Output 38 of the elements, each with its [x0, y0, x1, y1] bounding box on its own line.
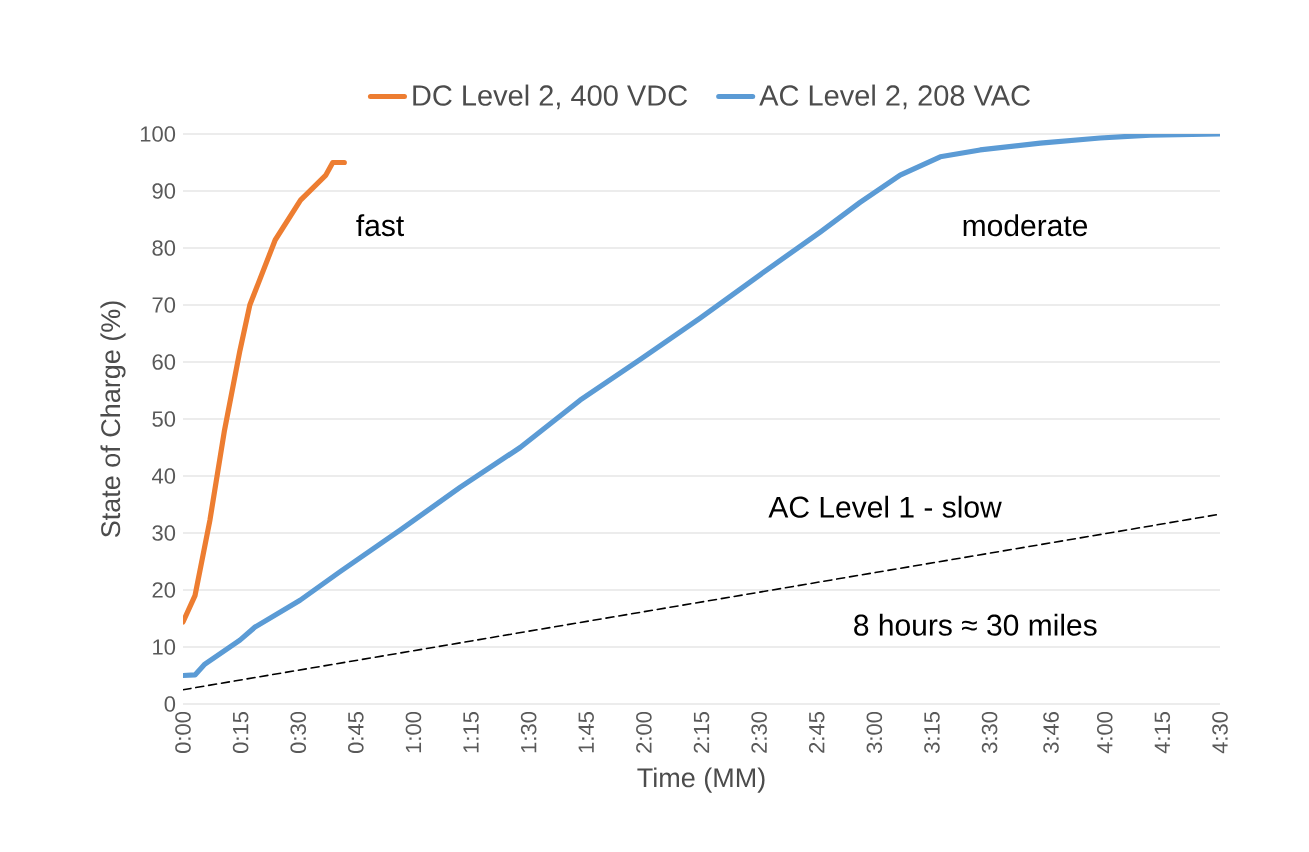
x-tick-label: 3:00	[866, 711, 883, 754]
legend-label: DC Level 2, 400 VDC	[413, 84, 688, 110]
x-tick-label: 0:30	[290, 711, 307, 753]
x-tick-label: 3:30	[981, 711, 998, 754]
x-tick-label: 0:45	[348, 711, 364, 753]
y-tick-label: 90	[152, 183, 176, 199]
y-tick-label: 50	[152, 411, 176, 427]
x-tick-label: 1:30	[520, 711, 537, 753]
x-tick-label: 1:45	[578, 711, 594, 753]
x-tick-label: 4:00	[1096, 711, 1113, 754]
y-axis-title: State of Charge (%)	[100, 301, 126, 538]
annotation: fast	[356, 214, 404, 237]
x-tick-label: 3:46	[1043, 712, 1059, 754]
x-tick-label: 3:15	[924, 711, 940, 754]
y-tick-label: 40	[151, 468, 176, 484]
x-tick-label: 0:15	[232, 711, 249, 753]
x-tick-label: 4:30	[1212, 711, 1228, 754]
x-tick-label: 1:00	[405, 711, 422, 753]
y-tick-label: 10	[153, 639, 176, 655]
legend-label: AC Level 2, 208 VAC	[759, 84, 1030, 110]
x-tick-label: 2:30	[751, 711, 767, 753]
x-tick-label: 4:15	[1154, 711, 1171, 754]
x-tick-label: 0:00	[175, 711, 191, 753]
y-tick-label: 70	[152, 297, 176, 313]
y-tick-label: 100	[140, 126, 176, 142]
y-tick-label: 30	[152, 525, 176, 541]
annotation: moderate	[963, 214, 1088, 237]
x-axis-title: Time (MM)	[637, 767, 765, 793]
y-tick-label: 20	[152, 582, 176, 598]
annotation: 8 hours ≈ 30 miles	[854, 613, 1097, 636]
annotation: AC Level 1 - slow	[768, 495, 1002, 518]
x-tick-label: 2:15	[693, 711, 710, 753]
x-tick-label: 2:00	[636, 711, 652, 753]
x-tick-label: 1:15	[463, 711, 479, 753]
x-tick-label: 2:45	[808, 711, 825, 753]
y-tick-label: 0	[164, 696, 176, 712]
y-tick-label: 60	[152, 354, 176, 370]
y-tick-label: 80	[152, 240, 176, 256]
